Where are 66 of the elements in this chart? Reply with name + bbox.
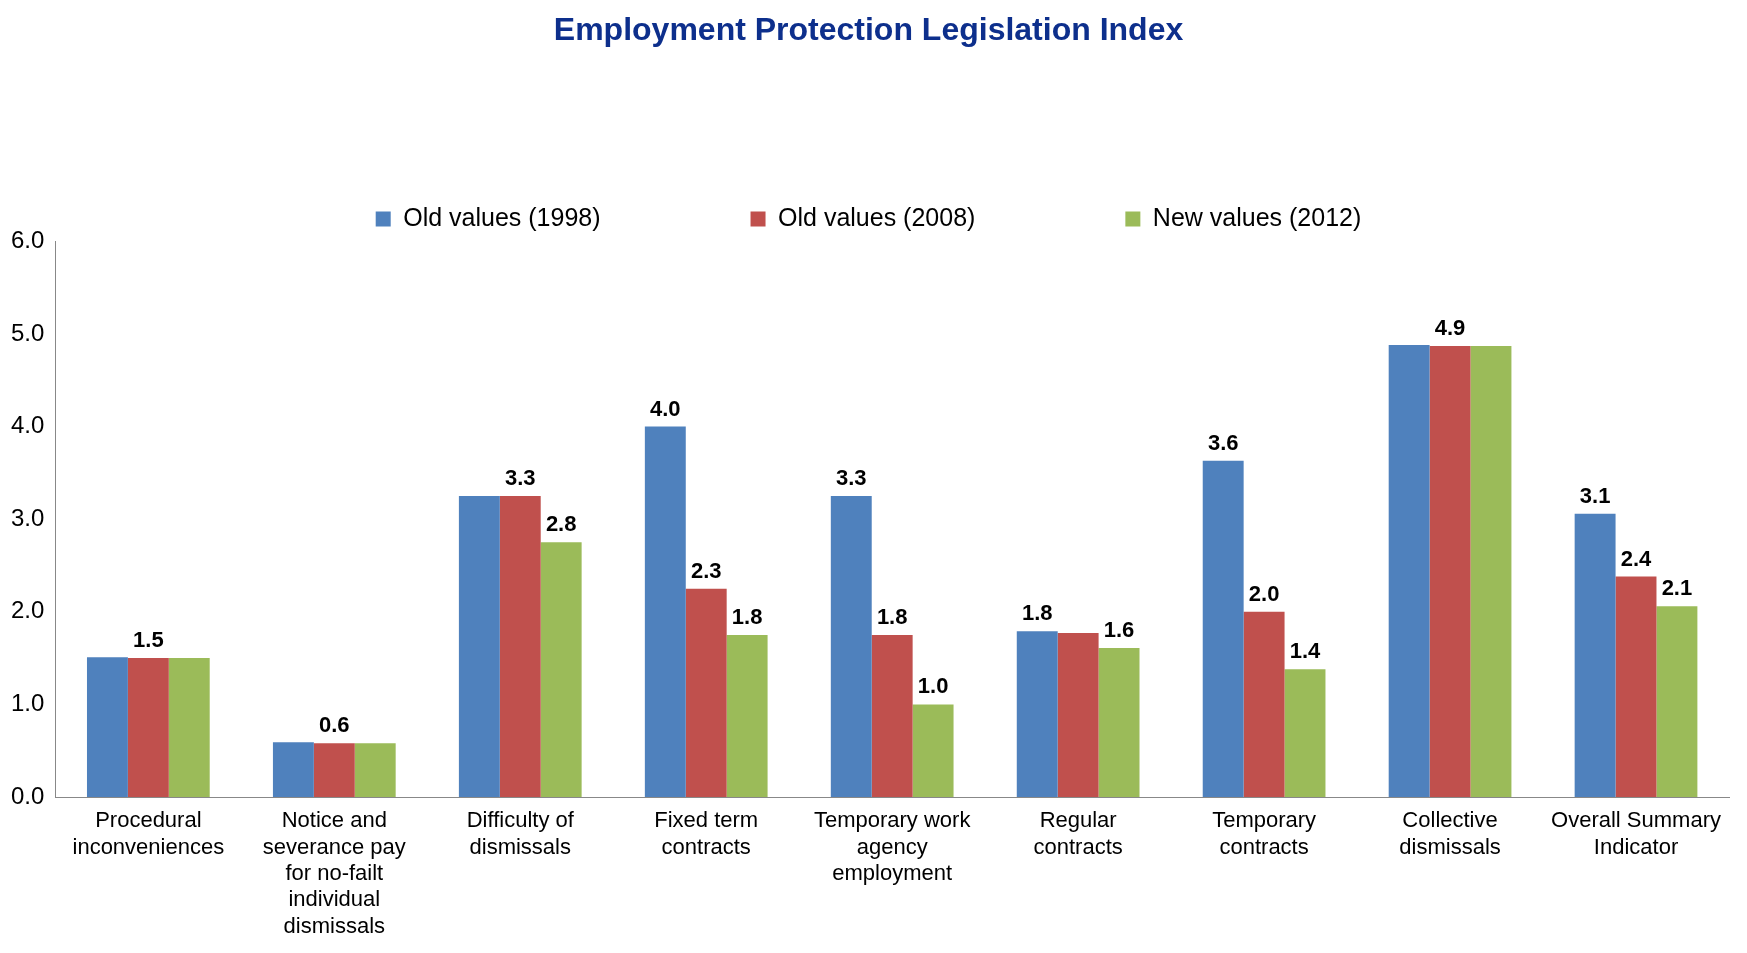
bar	[1574, 513, 1616, 797]
bar	[540, 542, 582, 797]
y-tick-label: 0.0	[10, 781, 45, 809]
bar	[127, 658, 169, 797]
data-label: 1.6	[1103, 616, 1135, 642]
y-tick-label: 4.0	[10, 411, 45, 439]
chart-title: Employment Protection Legislation Index	[553, 11, 1184, 48]
data-label: 3.3	[504, 465, 536, 491]
data-label: 1.8	[731, 604, 763, 630]
bar	[1284, 669, 1326, 797]
bar	[1098, 647, 1140, 797]
legend-label: Old values (2008)	[778, 202, 976, 231]
bar	[1429, 346, 1471, 797]
data-label: 1.8	[876, 604, 908, 630]
data-label: 1.5	[133, 627, 164, 653]
bar	[1470, 346, 1512, 797]
x-tick-label: Procedural inconveniences	[72, 807, 225, 859]
data-label: 1.4	[1289, 638, 1322, 664]
bar	[726, 634, 768, 797]
bar	[644, 426, 686, 797]
bar	[912, 704, 954, 797]
bar	[1057, 633, 1099, 797]
x-tick-label: Regular contracts	[1033, 807, 1123, 859]
bar	[168, 658, 210, 797]
bar	[86, 657, 128, 797]
data-label: 1.8	[1021, 600, 1053, 626]
data-label: 2.0	[1248, 580, 1280, 606]
bar	[499, 496, 541, 797]
legend-label: Old values (1998)	[403, 202, 601, 231]
x-tick-label: Notice and severance pay for no-failt individual dismissals	[262, 807, 406, 938]
bar	[1243, 611, 1285, 797]
y-tick-label: 2.0	[10, 596, 45, 624]
data-label: 3.1	[1579, 482, 1611, 508]
bar	[458, 496, 500, 797]
bar	[1016, 631, 1058, 797]
data-label: 4.0	[650, 395, 681, 421]
data-label: 2.3	[690, 557, 722, 583]
x-tick-label: Overall Summary Indicator	[1551, 807, 1721, 859]
data-label: 2.1	[1661, 575, 1693, 601]
bar	[1656, 606, 1698, 797]
x-tick-label: Fixed term contracts	[654, 807, 759, 859]
bar	[685, 588, 727, 797]
y-tick-label: 3.0	[10, 503, 45, 531]
bar	[830, 496, 872, 797]
x-tick-label: Collective dismissals	[1399, 807, 1501, 859]
data-label: 4.9	[1434, 315, 1466, 341]
bar	[871, 634, 913, 797]
y-tick-label: 5.0	[10, 318, 45, 346]
bar	[1202, 460, 1244, 797]
x-tick-label: Temporary contracts	[1212, 807, 1317, 859]
data-label: 3.6	[1207, 429, 1239, 455]
y-tick-label: 1.0	[10, 689, 45, 717]
data-label: 0.6	[319, 712, 350, 738]
x-tick-label: Temporary work agency employment	[813, 807, 972, 886]
bar	[1388, 345, 1430, 797]
y-tick-label: 6.0	[10, 226, 45, 254]
data-label: 2.8	[545, 511, 577, 537]
data-label: 3.3	[835, 465, 867, 491]
x-tick-label: Difficulty of dismissals	[466, 807, 575, 859]
bar	[313, 743, 355, 797]
data-label: 1.0	[917, 673, 949, 699]
legend-label: New values (2012)	[1152, 202, 1362, 231]
data-label: 2.4	[1620, 545, 1653, 571]
bar	[1615, 576, 1657, 797]
bar	[354, 743, 396, 797]
bar	[272, 742, 314, 797]
